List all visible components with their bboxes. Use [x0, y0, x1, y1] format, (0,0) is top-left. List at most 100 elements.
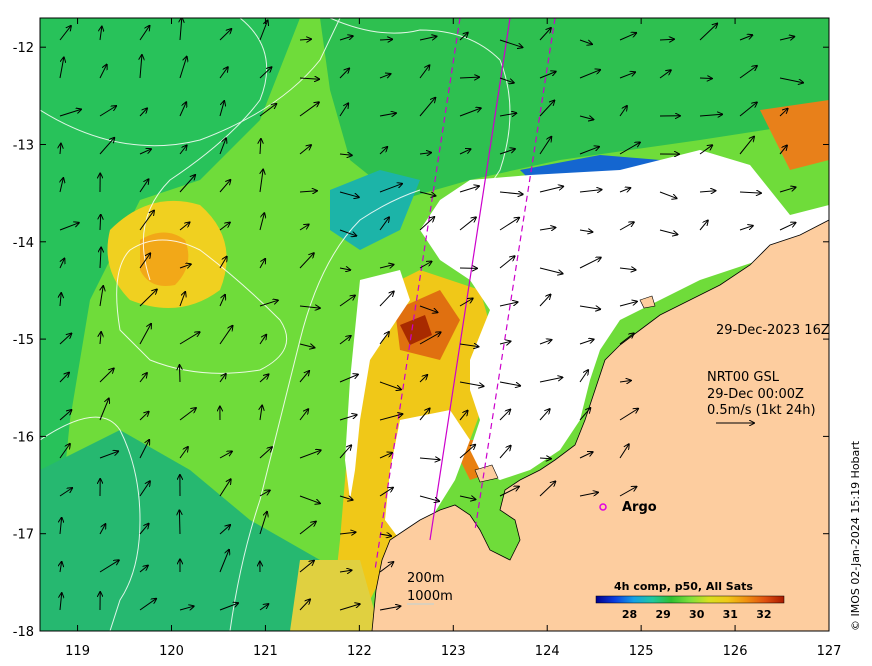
current-vector — [499, 381, 520, 386]
current-vector — [619, 188, 630, 192]
current-vector — [99, 138, 114, 155]
current-vector — [539, 295, 551, 307]
current-vector — [219, 326, 233, 345]
current-vector — [379, 147, 387, 155]
current-vector — [779, 187, 796, 193]
current-vector — [419, 36, 436, 41]
current-vector — [139, 566, 148, 573]
current-vector — [259, 447, 272, 459]
current-vector — [339, 532, 356, 534]
y-tick-label: -14 — [13, 236, 34, 251]
current-vector — [180, 18, 182, 41]
current-vector — [59, 259, 64, 269]
current-vector — [539, 340, 551, 345]
current-vector — [499, 113, 516, 116]
current-vector — [219, 550, 229, 573]
current-vector — [539, 186, 563, 193]
current-vector — [419, 262, 432, 269]
current-vector — [579, 70, 600, 79]
current-vector — [579, 39, 592, 44]
current-vector — [299, 145, 311, 155]
current-vector — [379, 414, 402, 421]
current-vector — [419, 217, 434, 231]
current-vector — [259, 490, 270, 497]
current-vector — [499, 218, 519, 231]
current-vector — [619, 72, 635, 79]
current-vector — [419, 409, 430, 421]
current-vector — [299, 344, 314, 348]
current-vector — [59, 109, 81, 117]
current-vector — [379, 113, 396, 116]
contour-line-1 — [40, 18, 341, 147]
current-vector — [619, 487, 636, 497]
current-vector — [379, 292, 394, 307]
current-vector — [619, 106, 627, 117]
current-vector — [579, 258, 601, 269]
current-vector — [139, 373, 147, 383]
colorbar-tick-label: 31 — [723, 608, 738, 621]
current-vector — [379, 265, 394, 268]
x-tick-label: 124 — [535, 644, 560, 659]
current-vector — [299, 495, 320, 503]
current-vector — [139, 108, 147, 117]
x-tick-label: 122 — [347, 644, 372, 659]
current-vector — [179, 510, 180, 535]
current-vector — [299, 102, 319, 117]
current-vector — [259, 21, 268, 41]
current-vector — [379, 332, 389, 345]
current-vector — [379, 184, 402, 193]
current-vector — [779, 223, 796, 231]
current-vector — [459, 381, 484, 386]
contour-line-5 — [329, 18, 511, 201]
current-vector — [100, 248, 101, 269]
altimeter-tracks — [374, 18, 556, 571]
current-vector — [539, 481, 555, 497]
current-vector — [539, 137, 551, 155]
current-vector — [779, 109, 788, 117]
current-vector — [299, 39, 311, 40]
current-vector — [259, 335, 266, 345]
x-tick-label: 123 — [441, 644, 466, 659]
current-vector — [219, 295, 225, 307]
current-vector — [459, 108, 481, 117]
current-vector — [459, 186, 479, 193]
current-vector — [419, 495, 439, 501]
current-vector — [99, 451, 118, 459]
current-vector — [619, 409, 638, 421]
current-vector — [139, 481, 150, 497]
sst-hottest-patch — [400, 315, 432, 345]
current-vector — [59, 26, 71, 41]
contour-line-6 — [229, 189, 421, 631]
colorbar-tick-label: 32 — [756, 608, 771, 621]
sst-cool-southwest — [40, 430, 360, 631]
current-vector — [379, 39, 392, 40]
plot-border — [39, 17, 830, 632]
current-vectors — [59, 18, 803, 611]
current-vector — [739, 66, 757, 79]
current-vector — [379, 606, 400, 611]
current-vector — [139, 440, 149, 459]
current-vector — [699, 24, 717, 41]
current-vector — [179, 447, 188, 459]
current-vector — [179, 264, 191, 268]
colorbar-tick-label: 28 — [622, 608, 637, 621]
current-vector — [299, 450, 321, 459]
current-vector — [779, 146, 787, 155]
current-vector — [619, 381, 631, 383]
current-vector — [619, 142, 640, 155]
current-vector — [179, 146, 187, 155]
current-vector — [299, 522, 316, 535]
y-tick-label: -18 — [13, 625, 34, 640]
contour-line-3 — [116, 239, 288, 374]
current-vector — [139, 26, 150, 41]
current-vector — [179, 292, 185, 307]
current-vector — [539, 228, 555, 231]
contour-1000-label: 1000m — [407, 589, 453, 604]
current-vector — [579, 147, 599, 155]
island-b — [639, 295, 656, 309]
current-source-label: NRT00 GSL — [707, 370, 780, 385]
argo-float-marker[interactable] — [599, 503, 607, 511]
current-vector — [339, 36, 353, 41]
current-vector — [339, 191, 359, 197]
